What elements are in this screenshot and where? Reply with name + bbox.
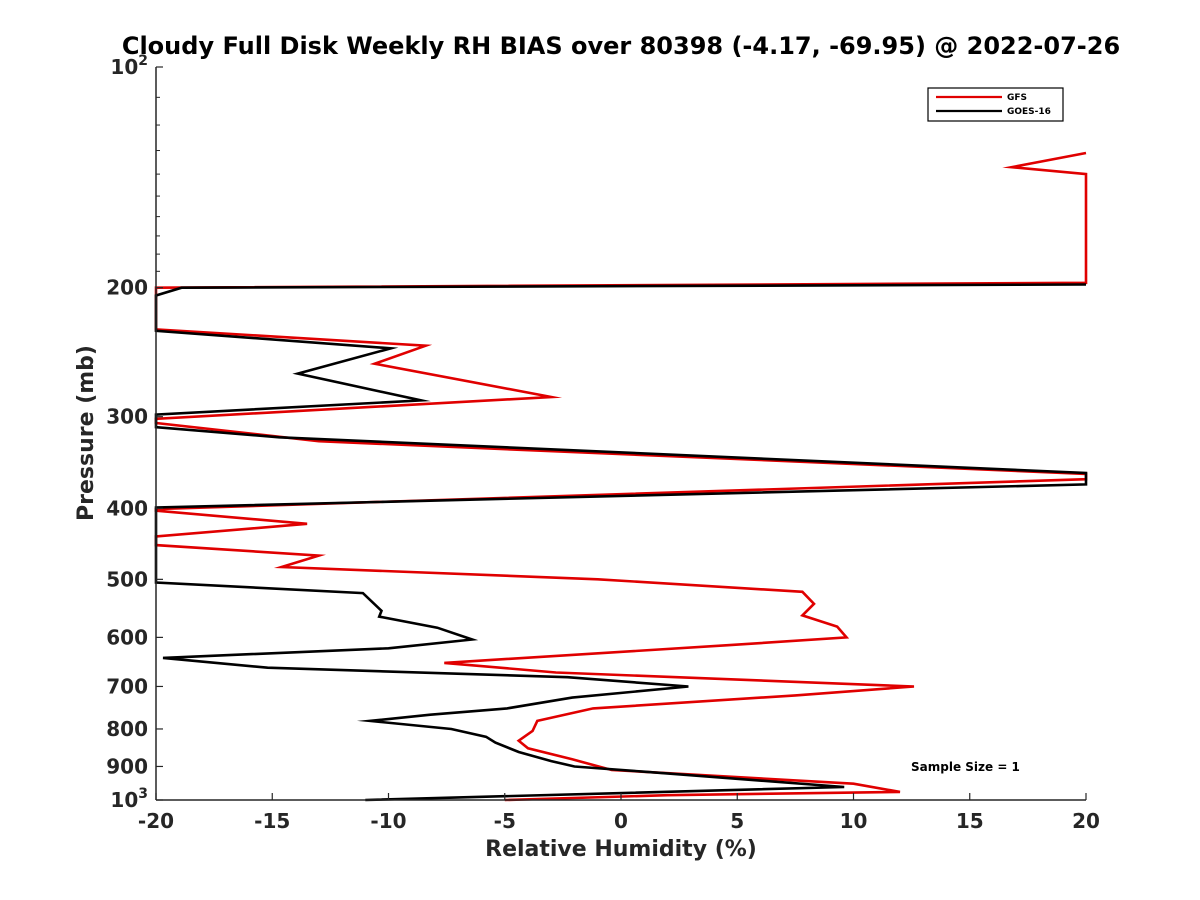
y-axis-title: Pressure (mb) xyxy=(74,345,99,521)
y-tick-label: 800 xyxy=(106,717,148,741)
y-tick-label: 700 xyxy=(106,674,148,698)
x-tick-label: 20 xyxy=(1072,809,1100,833)
y-tick-label: 900 xyxy=(106,754,148,778)
y-tick-base: 10 xyxy=(110,55,138,79)
series-line-goes16 xyxy=(154,283,1088,802)
x-ticks: -20 -15 -10 -5 0 5 10 15 20 xyxy=(138,793,1100,833)
legend: GFS GOES-16 xyxy=(927,87,1064,122)
x-tick-label: -20 xyxy=(138,809,174,833)
plot-area xyxy=(156,67,1086,800)
sample-size-annotation: Sample Size = 1 xyxy=(911,760,1020,774)
x-tick-label: 0 xyxy=(614,809,628,833)
y-tick-base: 10 xyxy=(110,788,138,812)
y-tick-exponent: 3 xyxy=(138,786,148,802)
y-tick-label: 400 xyxy=(106,496,148,520)
y-tick-label: 200 xyxy=(106,276,148,300)
y-tick-label: 600 xyxy=(106,625,148,649)
x-tick-label: -10 xyxy=(370,809,406,833)
x-tick-label: 10 xyxy=(840,809,868,833)
legend-label-gfs: GFS xyxy=(1007,93,1027,103)
x-tick-label: -15 xyxy=(254,809,290,833)
chart-title: Cloudy Full Disk Weekly RH BIAS over 803… xyxy=(122,32,1120,60)
y-tick-label: 102 xyxy=(110,53,148,79)
x-tick-label: 15 xyxy=(956,809,984,833)
series-layer xyxy=(154,151,1088,802)
y-tick-label: 300 xyxy=(106,405,148,429)
y-tick-exponent: 2 xyxy=(138,53,148,69)
y-tick-label: 500 xyxy=(106,567,148,591)
x-tick-label: -5 xyxy=(494,809,516,833)
x-axis-title: Relative Humidity (%) xyxy=(485,837,757,862)
legend-label-goes16: GOES-16 xyxy=(1007,107,1051,117)
series-line-gfs xyxy=(154,151,1088,802)
y-tick-label: 103 xyxy=(110,786,148,812)
legend-box xyxy=(927,87,1064,122)
x-tick-label: 5 xyxy=(730,809,744,833)
